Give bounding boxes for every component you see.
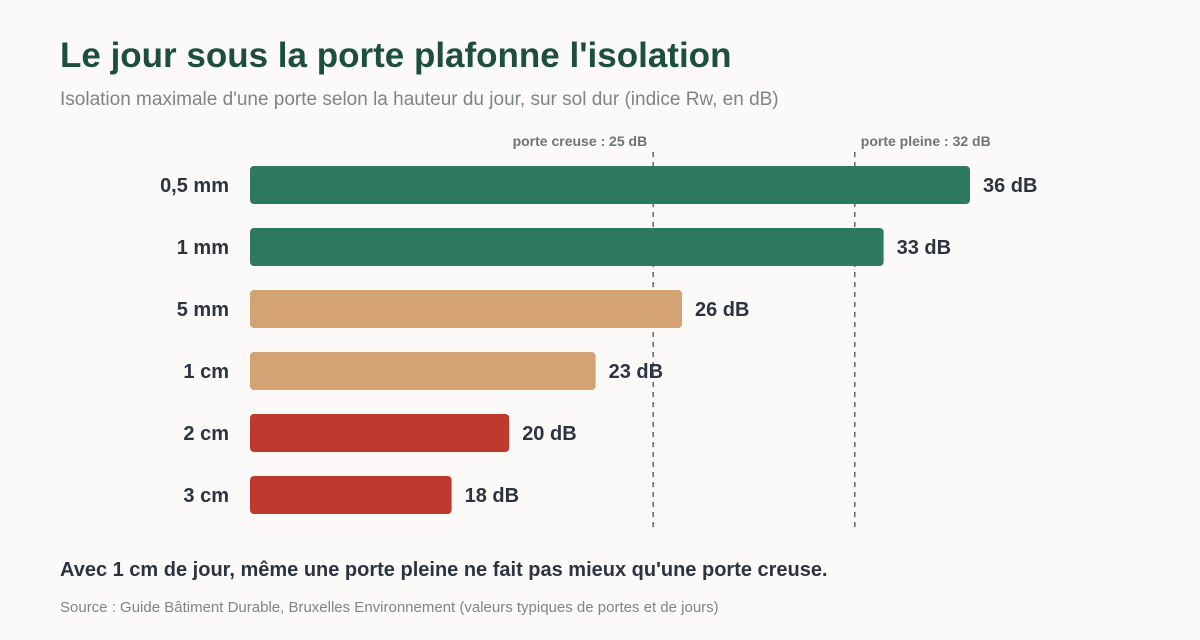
chart-subtitle: Isolation maximale d'une porte selon la … — [60, 89, 779, 110]
category-label-1: 1 mm — [177, 237, 229, 259]
chart-takeaway: Avec 1 cm de jour, même une porte pleine… — [60, 559, 828, 581]
chart-title: Le jour sous la porte plafonne l'isolati… — [60, 36, 732, 75]
value-label-2: 26 dB — [695, 299, 749, 321]
value-label-0: 36 dB — [983, 175, 1037, 197]
value-label-4: 20 dB — [522, 423, 576, 445]
bar-5 — [250, 476, 452, 514]
category-label-2: 5 mm — [177, 299, 229, 321]
category-label-0: 0,5 mm — [160, 175, 229, 197]
value-label-3: 23 dB — [609, 361, 663, 383]
bar-2 — [250, 290, 682, 328]
value-label-5: 18 dB — [465, 485, 519, 507]
bar-0 — [250, 166, 970, 204]
chart-source: Source : Guide Bâtiment Durable, Bruxell… — [60, 599, 719, 616]
value-label-1: 33 dB — [897, 237, 951, 259]
bar-1 — [250, 228, 884, 266]
category-label-5: 3 cm — [183, 485, 229, 507]
reference-line-label-0: porte creuse : 25 dB — [513, 133, 648, 149]
bar-3 — [250, 352, 596, 390]
reference-line-label-1: porte pleine : 32 dB — [861, 133, 991, 149]
category-label-4: 2 cm — [183, 423, 229, 445]
category-label-3: 1 cm — [183, 361, 229, 383]
bar-4 — [250, 414, 510, 452]
